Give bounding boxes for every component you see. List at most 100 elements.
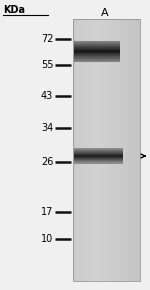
Bar [112,19,113,281]
Bar [74,162,123,163]
Bar [74,41,120,42]
Bar [91,19,92,281]
Bar [74,161,123,162]
Bar [74,44,120,45]
Bar [95,19,97,281]
Bar [74,46,120,47]
Bar [113,19,115,281]
Bar [138,19,139,281]
Bar [74,51,120,52]
Bar [122,19,123,281]
Bar [88,19,90,281]
Bar [74,50,120,51]
Bar [134,19,135,281]
Bar [74,154,123,155]
Bar [74,19,75,281]
Bar [82,19,83,281]
Bar [116,19,117,281]
Bar [74,152,123,153]
Bar [74,54,120,55]
Bar [99,19,100,281]
Bar [74,58,120,59]
Bar [74,53,120,54]
Bar [74,60,120,61]
Bar [74,158,123,159]
Text: 55: 55 [41,60,53,70]
Text: A: A [101,8,109,18]
Bar [74,57,120,58]
Bar [74,153,123,154]
Bar [77,19,79,281]
Bar [74,56,120,57]
Bar [130,19,131,281]
Bar [108,19,109,281]
Bar [103,19,104,281]
Bar [85,19,86,281]
Bar [74,158,123,159]
Bar [114,19,116,281]
Bar [132,19,134,281]
Bar [74,162,123,163]
Bar [102,19,103,281]
Bar [74,45,120,46]
Bar [74,44,120,45]
Text: 26: 26 [41,157,53,166]
Bar [74,163,123,164]
Text: KDa: KDa [3,5,25,15]
Bar [104,19,106,281]
Text: 72: 72 [41,34,53,44]
Bar [129,19,130,281]
Bar [74,156,123,157]
Bar [74,149,123,150]
Bar [74,51,120,52]
Bar [74,160,123,161]
Bar [74,154,123,155]
Bar [74,55,120,57]
Bar [121,19,122,281]
Bar [74,155,123,156]
Bar [94,19,95,281]
Bar [74,47,120,48]
Bar [136,19,137,281]
Bar [131,19,133,281]
Bar [74,52,120,53]
Bar [73,19,74,281]
Bar [106,19,108,281]
Bar [74,46,120,48]
Bar [74,150,123,151]
Text: 10: 10 [41,234,53,244]
Bar [74,49,120,50]
Bar [120,19,121,281]
Bar [74,151,123,152]
Bar [74,48,120,49]
Bar [87,19,89,281]
Bar [86,19,88,281]
Bar [76,19,77,281]
Bar [137,19,138,281]
Bar [96,19,98,281]
Bar [105,19,107,281]
Bar [117,19,118,281]
Bar [74,152,123,153]
Bar [74,60,120,61]
Bar [128,19,129,281]
Bar [74,148,123,149]
Bar [74,42,120,43]
Bar [109,19,110,281]
Text: 17: 17 [41,207,53,217]
Bar [74,156,123,157]
Bar [73,19,140,281]
Bar [139,19,140,281]
Bar [80,19,81,281]
Bar [74,159,123,160]
Bar [101,19,102,281]
Bar [100,19,101,281]
Bar [90,19,91,281]
Bar [74,41,120,43]
Bar [93,19,94,281]
Bar [110,19,111,281]
Bar [74,160,123,161]
Bar [84,19,85,281]
Bar [74,53,120,55]
Bar [124,19,126,281]
